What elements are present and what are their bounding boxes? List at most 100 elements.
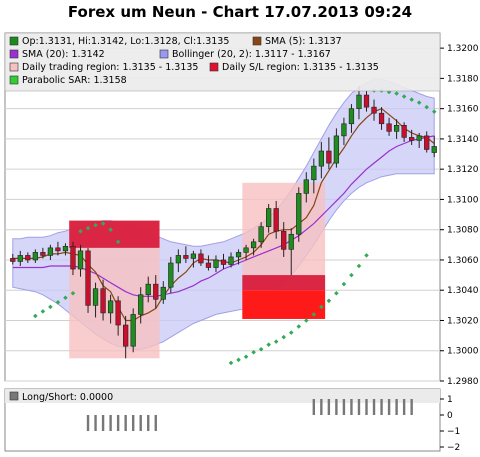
sar-dot (304, 318, 309, 323)
long-short-bar (357, 399, 361, 415)
candle-body (311, 165, 317, 181)
legend-entry: SMA (5): 1.3137 (265, 36, 342, 47)
candle-body (77, 250, 84, 270)
long-short-bar (147, 415, 150, 431)
candle-body (363, 94, 370, 108)
legend-entry: SMA (20): 1.3142 (22, 49, 105, 60)
candle-body (341, 123, 347, 137)
candle-body (198, 253, 204, 264)
sar-dot (266, 342, 271, 347)
sl-region (69, 220, 160, 248)
candle-body (416, 135, 422, 141)
candle-body (70, 246, 76, 270)
long-short-bar (94, 415, 97, 431)
y-tick-label: 1.3180 (447, 74, 479, 84)
candle-body (213, 259, 219, 268)
price-panel: 1.3200 1.3180 1.3160 1.3140 1.3120 1.3100 1.30… (4, 32, 479, 387)
candle-body (281, 230, 287, 250)
long-short-bar (124, 415, 127, 431)
legend-swatch (9, 75, 19, 85)
candle-body (250, 241, 257, 249)
sar-dot (326, 298, 332, 304)
y-tick-label: 1.3200 (447, 44, 479, 54)
y-tick-label: 1.3120 (447, 165, 479, 175)
sar-dot (100, 221, 106, 226)
long-short-bar (116, 415, 120, 431)
y-tick-label: 1.3160 (447, 105, 479, 115)
candle-body (130, 314, 136, 347)
sar-dot (349, 272, 354, 278)
candle-body (107, 300, 114, 314)
long-short-bar (387, 399, 391, 415)
sub-y-tick-label: −1 (447, 427, 460, 437)
candle-body (168, 262, 174, 288)
candle-body (243, 247, 249, 253)
long-short-bar (335, 399, 338, 415)
candle-body (333, 135, 340, 164)
long-short-bar (410, 399, 413, 415)
sar-dot (108, 227, 113, 232)
sub-y-tick-label: 0 (447, 411, 453, 421)
y-tick-label: 1.3040 (447, 286, 479, 296)
candle-body (183, 255, 189, 259)
long-short-bar (395, 399, 398, 415)
candle-body (175, 255, 181, 264)
long-short-bar (86, 415, 90, 431)
sar-dot (273, 339, 279, 344)
legend-swatch (9, 49, 19, 59)
candle-body (25, 255, 31, 261)
long-short-bar (139, 415, 142, 431)
legend-entry: Daily S/L region: 1.3135 - 1.3135 (222, 62, 379, 73)
y-tick-label: 1.3080 (447, 226, 479, 236)
long-short-bar (380, 399, 383, 415)
sar-dot (228, 360, 234, 366)
candle-body (220, 259, 227, 265)
sar-dot (243, 354, 249, 360)
legend-entry: Daily trading region: 1.3135 - 1.3135 (22, 62, 198, 73)
candle-body (17, 255, 23, 262)
candle-body (273, 208, 279, 232)
sar-dot (319, 304, 324, 310)
candle-body (266, 208, 272, 227)
long-short-bar (327, 399, 331, 415)
legend-box (4, 32, 441, 92)
candle-body (228, 256, 234, 265)
sub-legend-box (5, 389, 440, 403)
long-short-bar (365, 399, 368, 415)
sub-y-tick-label: −2 (447, 443, 460, 453)
y-tick-label: 1.3060 (447, 256, 479, 266)
candle-body (371, 106, 377, 114)
long-short-panel: Long/Short: 0.0000 1 0 −1 −2 (4, 388, 460, 453)
long-short-bar (109, 415, 112, 431)
candle-body (401, 124, 407, 138)
candle-body (145, 283, 151, 296)
sar-dot (311, 312, 317, 317)
sar-dot (85, 225, 91, 231)
legend-swatch (159, 49, 169, 59)
candle-body (85, 250, 91, 306)
candle-body (424, 135, 430, 150)
long-short-bar (350, 399, 353, 415)
sl-region-strong (242, 290, 326, 319)
legend-swatch (9, 36, 19, 46)
sar-dot (364, 253, 369, 258)
sar-dot (251, 349, 256, 355)
sub-legend-swatch (9, 391, 19, 401)
candle-body (235, 252, 242, 258)
y-tick-label: 1.3020 (447, 316, 479, 326)
legend-entry: Parabolic SAR: 1.3158 (22, 75, 127, 86)
sar-dot (33, 313, 38, 319)
y-tick-label: 1.2980 (447, 377, 479, 387)
candle-body (258, 226, 264, 243)
candle-body (409, 137, 415, 141)
candle-body (32, 252, 38, 261)
candle-body (205, 262, 212, 268)
candle-body (386, 123, 392, 132)
long-short-bar (372, 399, 376, 415)
candle-body (153, 283, 159, 300)
legend-swatch (9, 62, 19, 72)
long-short-bar (342, 399, 346, 415)
candle-body (348, 108, 355, 125)
sl-region (242, 275, 326, 291)
